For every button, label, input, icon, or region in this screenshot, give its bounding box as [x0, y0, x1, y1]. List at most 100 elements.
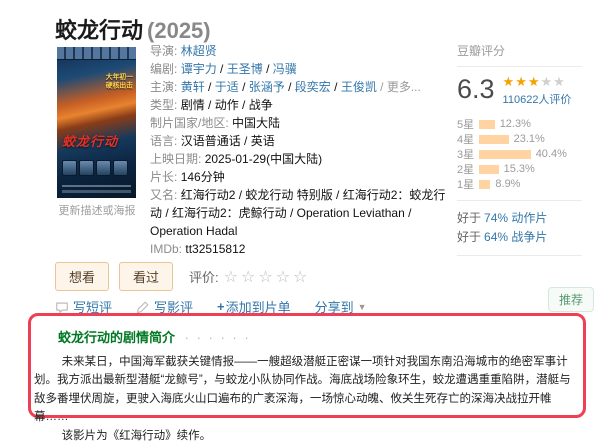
rating-score: 6.3 — [457, 74, 495, 104]
recommend-button[interactable]: 推荐 — [548, 287, 595, 312]
star-label: 2星 — [457, 164, 475, 176]
runtime-label: 片长: — [150, 170, 178, 184]
better-prefix: 好于 — [457, 211, 482, 225]
star-label: 5星 — [457, 119, 475, 131]
poster-tagline-line1: 大年初一 — [105, 73, 133, 81]
short-review-link[interactable]: 写短评 — [73, 300, 113, 315]
poster-thumb — [96, 160, 111, 176]
rating-bar — [479, 179, 491, 189]
poster-tagline: 大年初一 硬核出击 — [106, 73, 133, 90]
share-link[interactable]: 分享到 — [314, 300, 354, 315]
info-aka: 又名: 红海行动2 / 蛟龙行动 特别版 / 红海行动2：蛟龙行动 / 红海行动… — [150, 186, 448, 240]
region-label: 制片国家/地区: — [150, 116, 229, 130]
credit-link[interactable]: 王圣博 — [226, 62, 263, 76]
runtime-value: 146分钟 — [180, 170, 225, 184]
poster-title-text: 蛟龙行动 — [62, 134, 119, 149]
movie-year: (2025) — [147, 18, 211, 43]
star-label: 3星 — [457, 149, 475, 161]
poster-character-thumbs — [57, 160, 136, 176]
cast-more-link[interactable]: 更多... — [386, 80, 421, 94]
info-genre: 类型: 剧情 / 动作 / 战争 — [150, 96, 448, 114]
credit-link[interactable]: 谭宇力 — [180, 62, 217, 76]
credit-link[interactable]: 冯骥 — [272, 62, 297, 76]
rating-divider — [457, 200, 582, 201]
imdb-value: tt32515812 — [185, 242, 246, 256]
info-imdb: IMDb: tt32515812 — [150, 240, 448, 258]
comment-bubble-icon — [56, 302, 68, 314]
cast-label: 主演: — [150, 80, 178, 94]
breakdown-row-2: 2星 15.3% — [457, 163, 582, 176]
rating-bar — [479, 134, 509, 144]
rating-header: 豆瓣评分 — [457, 42, 582, 67]
info-cast: 主演: 黄轩 / 于适 / 张涵予 / 段奕宏 / 王俊凯 / 更多... — [150, 80, 421, 94]
rating-pct: 12.3% — [499, 118, 531, 130]
add-to-list-link[interactable]: 添加到片单 — [225, 300, 291, 315]
review-link[interactable]: 写影评 — [154, 300, 194, 315]
credit-link[interactable]: 于适 — [214, 80, 239, 94]
better-prefix: 好于 — [457, 230, 482, 244]
writer-label: 编剧: — [150, 62, 178, 76]
movie-info: 导演: 林超贤 编剧: 谭宇力 / 王圣博 / 冯骥 主演: 黄轩 / 于适 /… — [150, 42, 448, 258]
add-to-list[interactable]: + 添加到片单 — [217, 297, 291, 316]
update-poster-link[interactable]: 更新描述或海报 — [58, 205, 136, 217]
poster-tagline-line2: 硬核出击 — [105, 81, 133, 90]
breakdown-row-5: 5星 12.3% — [457, 118, 582, 131]
release-label: 上映日期: — [150, 152, 202, 166]
synopsis-paragraph-1: 未来某日，中国海军截获关键情报——一艘超级潜艇正密谋一项针对我国东南沿海城市的绝… — [34, 356, 571, 424]
review-actions: 写短评 写影评 + 添加到片单 分享到 ▼ — [55, 297, 391, 316]
page-title: 蛟龙行动 (2025) — [55, 13, 211, 45]
rating-pct: 23.1% — [513, 133, 545, 145]
star-label: 4星 — [457, 134, 475, 146]
stars-empty: ★★ — [540, 74, 566, 89]
breakdown-row-3: 3星 40.4% — [457, 148, 582, 161]
better-than-action: 好于 74% 动作片 — [457, 209, 582, 228]
rating-breakdown: 5星 12.3% 4星 23.1% 3星 40.4% 2星 15.3% 1星 — [457, 118, 582, 191]
synopsis-section-highlight: 蛟龙行动的剧情简介 · · · · · · 未来某日，中国海军截获关键情报——一… — [28, 313, 586, 442]
poster-thumb — [79, 160, 94, 176]
rating-bar — [479, 164, 499, 174]
rating-bar — [479, 119, 495, 129]
write-short-review[interactable]: 写短评 — [55, 297, 112, 316]
writer-links: 谭宇力 / 王圣博 / 冯骥 — [180, 62, 297, 76]
director-links: 林超贤 — [181, 44, 217, 58]
write-review[interactable]: 写影评 — [136, 297, 193, 316]
credit-link[interactable]: 黄轩 — [180, 80, 205, 94]
poster-cast-strip — [57, 47, 136, 60]
rating-bottom-divider — [457, 255, 582, 256]
rating-pct: 8.9% — [495, 178, 521, 190]
language-value: 汉语普通话 / 英语 — [180, 134, 275, 148]
plus-icon: + — [217, 299, 225, 314]
credit-link[interactable]: 段奕宏 — [294, 80, 331, 94]
info-language: 语言: 汉语普通话 / 英语 — [150, 132, 448, 150]
better-than-war: 好于 64% 战争片 — [457, 228, 582, 247]
credit-link[interactable]: 张涵予 — [248, 80, 285, 94]
rate-stars-input[interactable]: ☆☆☆☆☆ — [223, 268, 311, 286]
movie-poster[interactable]: 大年初一 硬核出击 蛟龙行动 — [57, 47, 136, 198]
info-release: 上映日期: 2025-01-29(中国大陆) — [150, 150, 448, 168]
credit-link[interactable]: 王俊凯 — [340, 80, 377, 94]
cast-links: 黄轩 / 于适 / 张涵予 / 段奕宏 / 王俊凯 — [180, 80, 377, 94]
wish-button[interactable]: 想看 — [55, 262, 110, 291]
rating-panel: 豆瓣评分 6.3 ★★★★★ 110622人评价 5星 12.3% 4星 23.… — [457, 42, 582, 256]
rating-pct: 15.3% — [503, 163, 535, 175]
poster-thumb — [113, 160, 128, 176]
movie-title: 蛟龙行动 — [55, 18, 144, 43]
douban-movie-page: 蛟龙行动 (2025) 大年初一 硬核出击 蛟龙行动 更新描述或海报 导演: 林超… — [28, 13, 595, 442]
better-than-link[interactable]: 64% 战争片 — [484, 230, 548, 244]
info-runtime: 片长: 146分钟 — [150, 168, 448, 186]
imdb-label: IMDb: — [150, 242, 183, 256]
seen-button[interactable]: 看过 — [119, 262, 174, 291]
share-to[interactable]: 分享到 ▼ — [315, 297, 367, 316]
poster-thumb — [62, 160, 77, 176]
votes-link[interactable]: 110622人评价 — [502, 94, 572, 106]
star-label: 1星 — [457, 179, 475, 191]
credit-link[interactable]: 林超贤 — [180, 44, 217, 58]
info-director: 导演: 林超贤 — [150, 42, 448, 60]
breakdown-row-4: 4星 23.1% — [457, 133, 582, 146]
better-than-link[interactable]: 74% 动作片 — [484, 211, 548, 225]
synopsis-header: 蛟龙行动的剧情简介 · · · · · · — [58, 327, 583, 346]
synopsis-dots: · · · · · · — [184, 330, 251, 345]
info-region: 制片国家/地区: 中国大陆 — [150, 114, 448, 132]
genre-label: 类型: — [150, 98, 178, 112]
poster-credits-block — [62, 185, 131, 193]
